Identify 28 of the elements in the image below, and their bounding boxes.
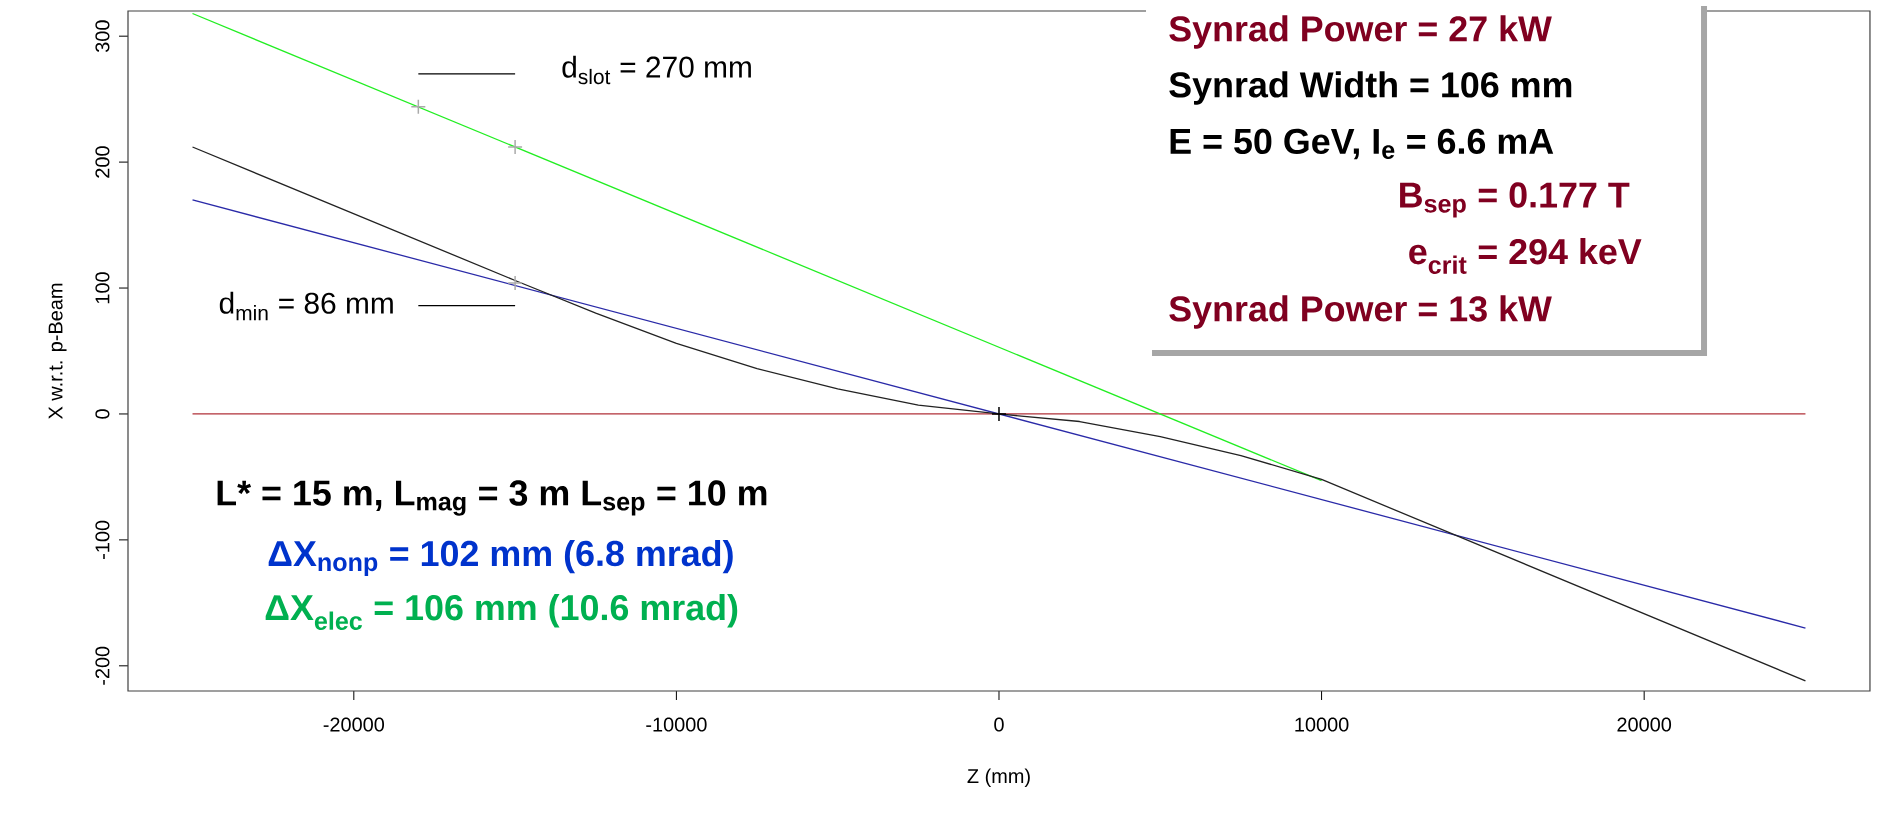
annotation: d$_{slot}$ = 270 mm (562, 55, 751, 85)
annotation: ΔX$_{nonp}$ = 102 mm (6.8 mrad) (268, 539, 733, 577)
annotation: E = 50 GeV, I$_{e}$ = 6.6 mA (1170, 128, 1554, 160)
point (507, 139, 523, 155)
y-tick-label: 100 (95, 272, 110, 304)
x-tick-label: -10000 (646, 717, 707, 732)
x-tick-label: 0 (994, 717, 1004, 732)
annotation: Synrad Width = 106 mm (1169, 71, 1572, 105)
y-tick-label: -100 (95, 520, 110, 559)
point (991, 406, 1007, 422)
x-axis-title: Z (mm) (967, 768, 1030, 788)
point (410, 98, 427, 115)
x-tick-label: 20000 (1617, 717, 1672, 732)
y-axis-title: X w.r.t. p-Beam (48, 283, 67, 420)
annotation: ΔX$_{elec}$ = 106 mm (10.6 mrad) (265, 594, 738, 630)
y-tick-label: 300 (95, 20, 110, 53)
x-tick-label: 10000 (1295, 717, 1349, 732)
y-tick-label: 200 (95, 146, 110, 178)
point (507, 275, 523, 291)
annotation: Synrad Power = 27 kW (1169, 15, 1552, 49)
annotation: Synrad Power = 13 kW (1169, 295, 1552, 329)
y-tick-label: 0 (95, 409, 110, 419)
x-tick-label: -20000 (323, 717, 385, 732)
annotation: L* = 15 m, L$_{mag}$ = 3 m L$_{sep}$ = 10 m (217, 480, 767, 516)
annotation: B$_{sep}$ = 0.177 T (1400, 182, 1630, 218)
annotation: e$_{crit}$ = 294 keV (1409, 238, 1642, 274)
y-tick-label: -200 (95, 646, 110, 685)
annotation: d$_{min}$ = 86 mm (219, 291, 393, 321)
